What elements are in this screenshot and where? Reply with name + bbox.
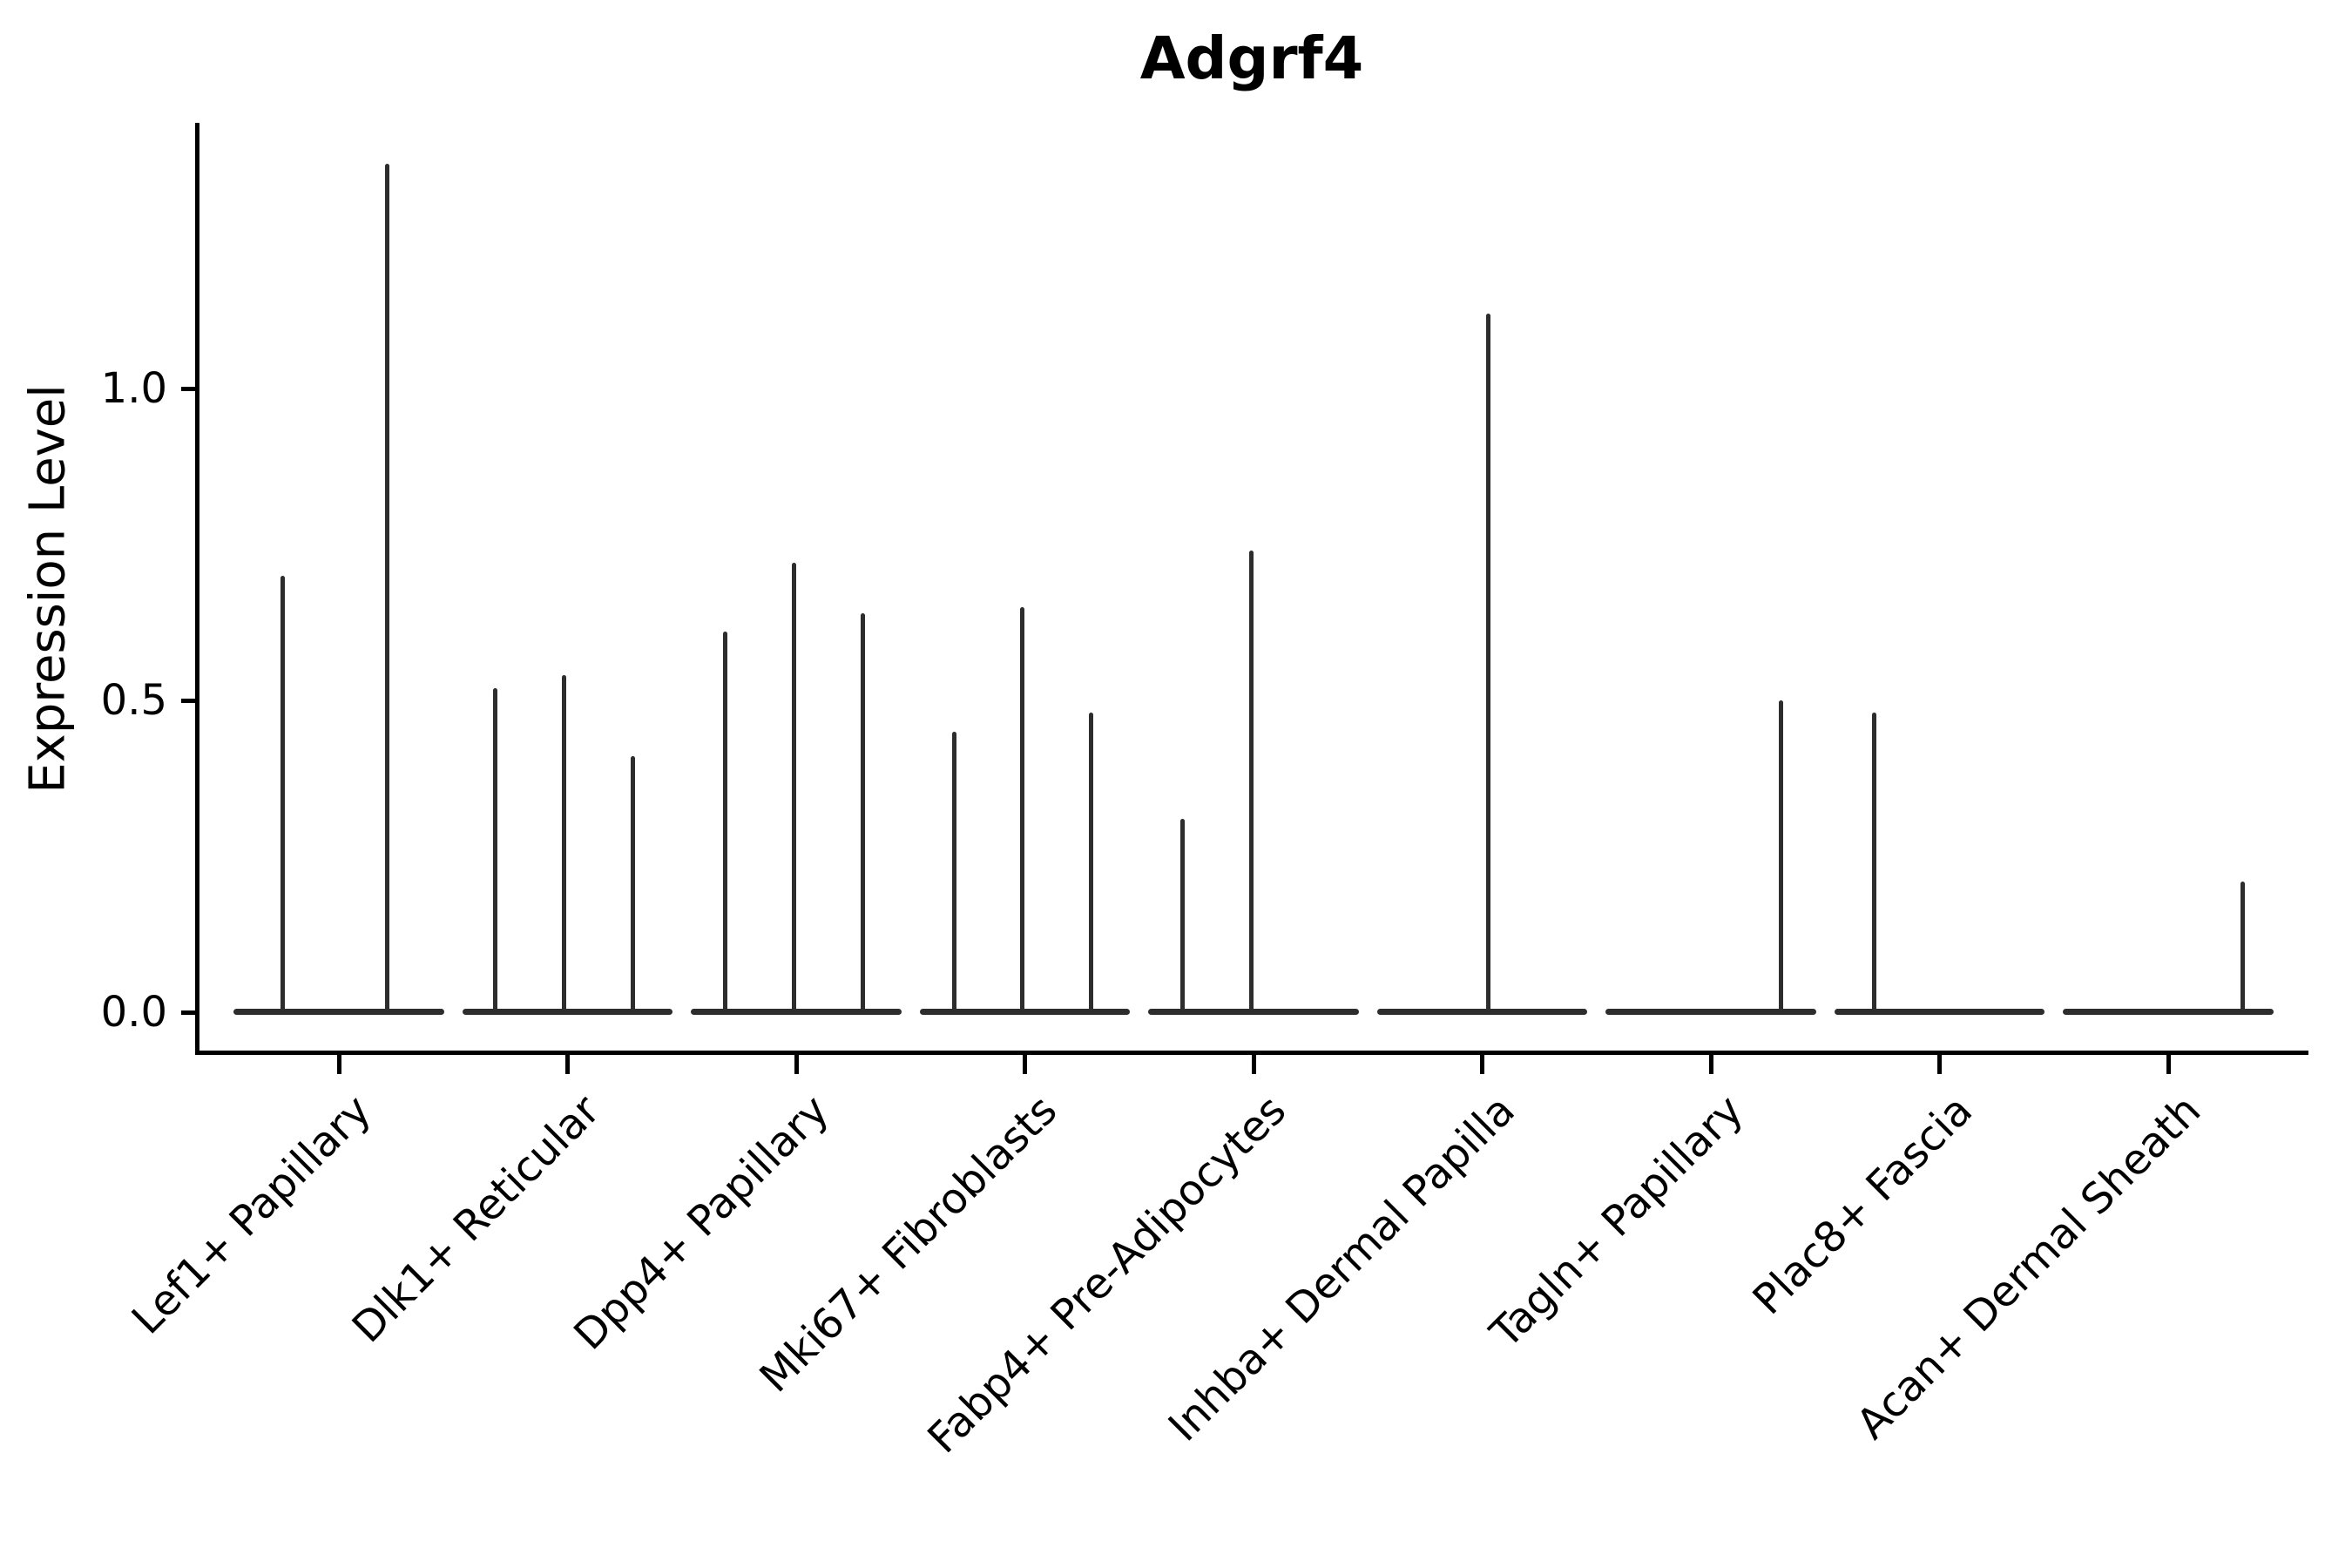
y-tick-label: 0.0 bbox=[100, 988, 167, 1037]
violin-spike bbox=[787, 563, 801, 1015]
y-tick bbox=[181, 386, 195, 391]
x-tick bbox=[336, 1055, 341, 1074]
x-tick-label: Lef1+ Papillary bbox=[123, 1085, 382, 1344]
violin-spike bbox=[718, 632, 733, 1015]
x-tick bbox=[565, 1055, 570, 1074]
y-axis-spine bbox=[195, 123, 199, 1055]
y-tick-label: 1.0 bbox=[100, 364, 167, 413]
y-tick bbox=[181, 1010, 195, 1015]
violin-spike bbox=[1481, 314, 1496, 1015]
violin-base bbox=[233, 1009, 444, 1015]
violin-base bbox=[1834, 1009, 2045, 1015]
violin-spike bbox=[275, 575, 290, 1016]
violin-spike bbox=[2235, 881, 2250, 1016]
violin-spike bbox=[557, 675, 571, 1015]
violin-spike bbox=[1175, 819, 1190, 1015]
y-tick bbox=[181, 698, 195, 703]
x-tick bbox=[1708, 1055, 1713, 1074]
x-tick bbox=[1480, 1055, 1484, 1074]
x-tick bbox=[794, 1055, 799, 1074]
violin-spike bbox=[380, 164, 395, 1015]
x-tick-label: Tagln+ Papillary bbox=[1481, 1085, 1754, 1358]
violin-spike bbox=[1867, 713, 1882, 1015]
x-tick-label: Dpp4+ Papillary bbox=[564, 1085, 839, 1360]
x-tick bbox=[1023, 1055, 1027, 1074]
violin-spike bbox=[1015, 606, 1030, 1016]
violin-spike bbox=[1774, 700, 1788, 1015]
violin-spike bbox=[947, 731, 962, 1016]
violin-spike bbox=[625, 756, 640, 1015]
x-tick bbox=[1937, 1055, 1942, 1074]
x-tick bbox=[2166, 1055, 2171, 1074]
violin-base bbox=[2063, 1009, 2274, 1015]
violin-spike bbox=[1084, 713, 1098, 1015]
x-tick-label: Plac8+ Fascia bbox=[1743, 1085, 1982, 1325]
violin-spike bbox=[855, 612, 870, 1016]
x-axis-spine bbox=[195, 1051, 2308, 1055]
violin-spike bbox=[1244, 551, 1259, 1015]
y-axis-label: Expression Level bbox=[19, 384, 77, 794]
chart-title: Adgrf4 bbox=[1139, 24, 1364, 92]
x-tick-label: Dlk1+ Reticular bbox=[343, 1085, 610, 1353]
violin-base bbox=[1605, 1009, 1816, 1015]
y-tick-label: 0.5 bbox=[100, 676, 167, 725]
violin-spike bbox=[488, 687, 503, 1016]
x-tick bbox=[1251, 1055, 1256, 1074]
